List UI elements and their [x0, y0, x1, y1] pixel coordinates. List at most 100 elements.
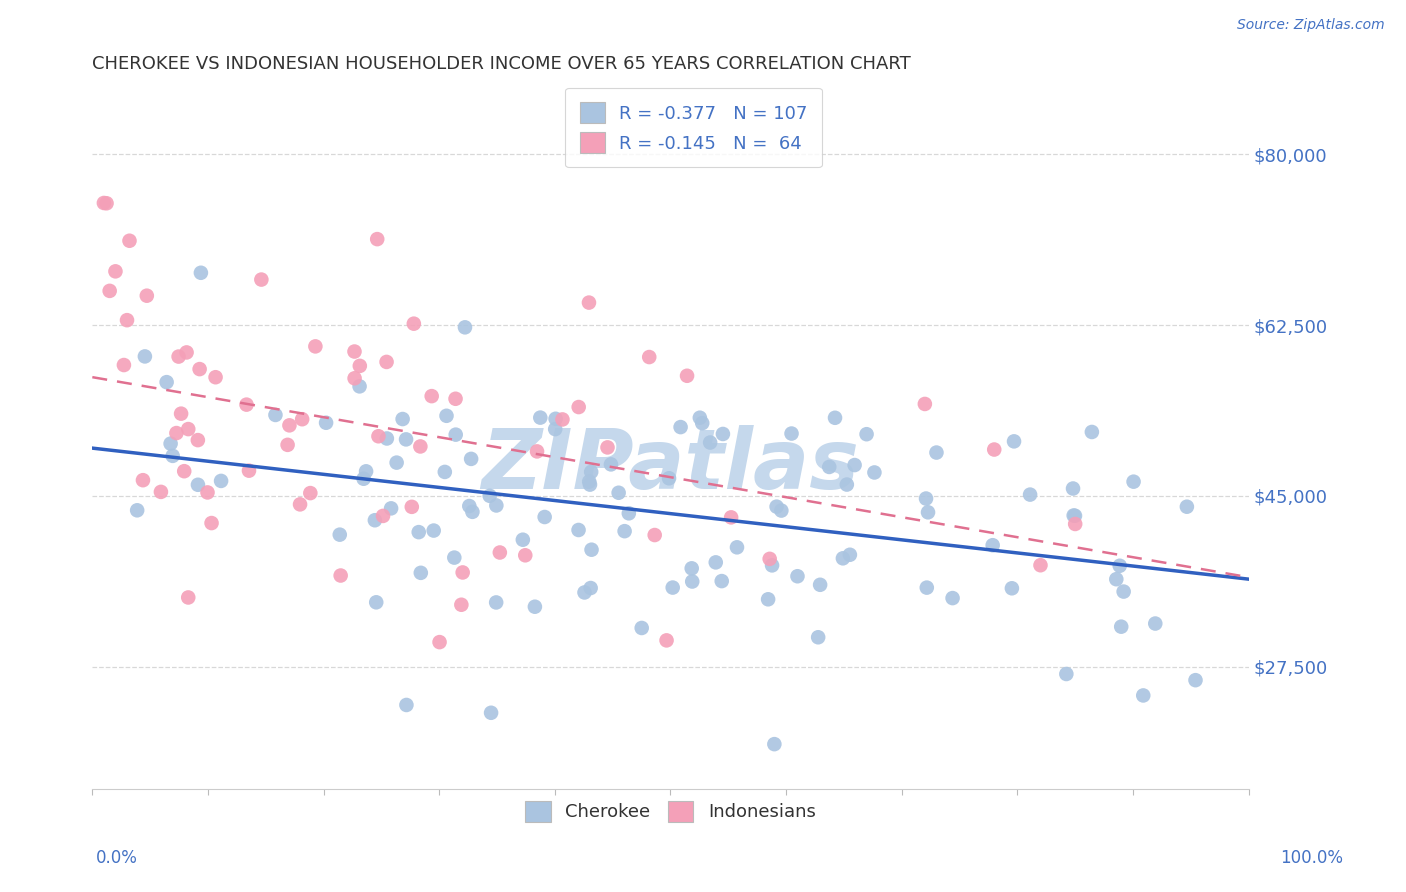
Point [353, 472, 375, 486]
Point [461, 505, 484, 519]
Point [578, 295, 600, 310]
Point [529, 410, 551, 425]
Point [278, 418, 301, 433]
Point [1002, 434, 1025, 449]
Point [526, 444, 548, 458]
Point [544, 422, 567, 436]
Point [844, 458, 866, 472]
Point [190, 266, 212, 280]
Point [173, 464, 195, 478]
Point [758, 552, 780, 566]
Point [250, 272, 273, 286]
Point [170, 407, 193, 421]
Point [104, 264, 127, 278]
Point [567, 523, 589, 537]
Point [915, 491, 938, 506]
Point [1108, 558, 1130, 573]
Point [488, 545, 510, 559]
Point [1184, 673, 1206, 688]
Point [165, 426, 187, 441]
Point [807, 630, 830, 644]
Point [581, 542, 603, 557]
Point [385, 456, 408, 470]
Point [115, 313, 138, 327]
Point [197, 485, 219, 500]
Point [485, 595, 508, 609]
Point [515, 549, 537, 563]
Point [277, 438, 299, 452]
Point [451, 566, 474, 580]
Point [304, 339, 326, 353]
Point [460, 451, 482, 466]
Point [238, 464, 260, 478]
Point [574, 585, 596, 599]
Point [780, 426, 803, 441]
Point [349, 359, 371, 373]
Point [329, 568, 352, 582]
Point [523, 599, 546, 614]
Point [264, 408, 287, 422]
Point [1122, 475, 1144, 489]
Point [127, 503, 149, 517]
Point [204, 370, 226, 384]
Text: 100.0%: 100.0% [1279, 849, 1343, 867]
Legend: Cherokee, Indonesians: Cherokee, Indonesians [517, 794, 823, 829]
Point [835, 477, 858, 491]
Point [1029, 558, 1052, 573]
Point [395, 698, 418, 712]
Text: Source: ZipAtlas.com: Source: ZipAtlas.com [1237, 18, 1385, 31]
Text: ZIPatlas: ZIPatlas [481, 425, 859, 506]
Point [200, 516, 222, 530]
Point [433, 465, 456, 479]
Point [720, 510, 742, 524]
Point [689, 410, 711, 425]
Point [162, 449, 184, 463]
Point [914, 397, 936, 411]
Point [366, 232, 388, 246]
Point [533, 510, 555, 524]
Point [765, 500, 787, 514]
Point [613, 524, 636, 538]
Point [375, 355, 398, 369]
Point [1081, 425, 1104, 439]
Point [375, 432, 398, 446]
Point [479, 706, 502, 720]
Point [770, 503, 793, 517]
Point [579, 477, 602, 491]
Point [409, 440, 432, 454]
Point [429, 635, 451, 649]
Point [917, 505, 939, 519]
Point [380, 501, 402, 516]
Point [371, 508, 394, 523]
Point [209, 474, 232, 488]
Point [188, 362, 211, 376]
Point [343, 371, 366, 385]
Point [681, 574, 703, 589]
Point [349, 379, 371, 393]
Point [1054, 667, 1077, 681]
Point [443, 550, 465, 565]
Point [544, 411, 567, 425]
Point [600, 458, 623, 472]
Point [824, 410, 846, 425]
Point [156, 375, 179, 389]
Point [915, 581, 938, 595]
Point [187, 477, 209, 491]
Point [402, 317, 425, 331]
Point [855, 427, 877, 442]
Point [329, 527, 352, 541]
Point [1112, 584, 1135, 599]
Point [364, 513, 387, 527]
Point [1175, 500, 1198, 514]
Point [568, 400, 591, 414]
Point [832, 551, 855, 566]
Point [1132, 689, 1154, 703]
Point [315, 416, 337, 430]
Point [1064, 508, 1087, 523]
Point [578, 475, 600, 489]
Point [187, 433, 209, 447]
Point [409, 566, 432, 580]
Point [863, 466, 886, 480]
Point [343, 344, 366, 359]
Point [786, 569, 808, 583]
